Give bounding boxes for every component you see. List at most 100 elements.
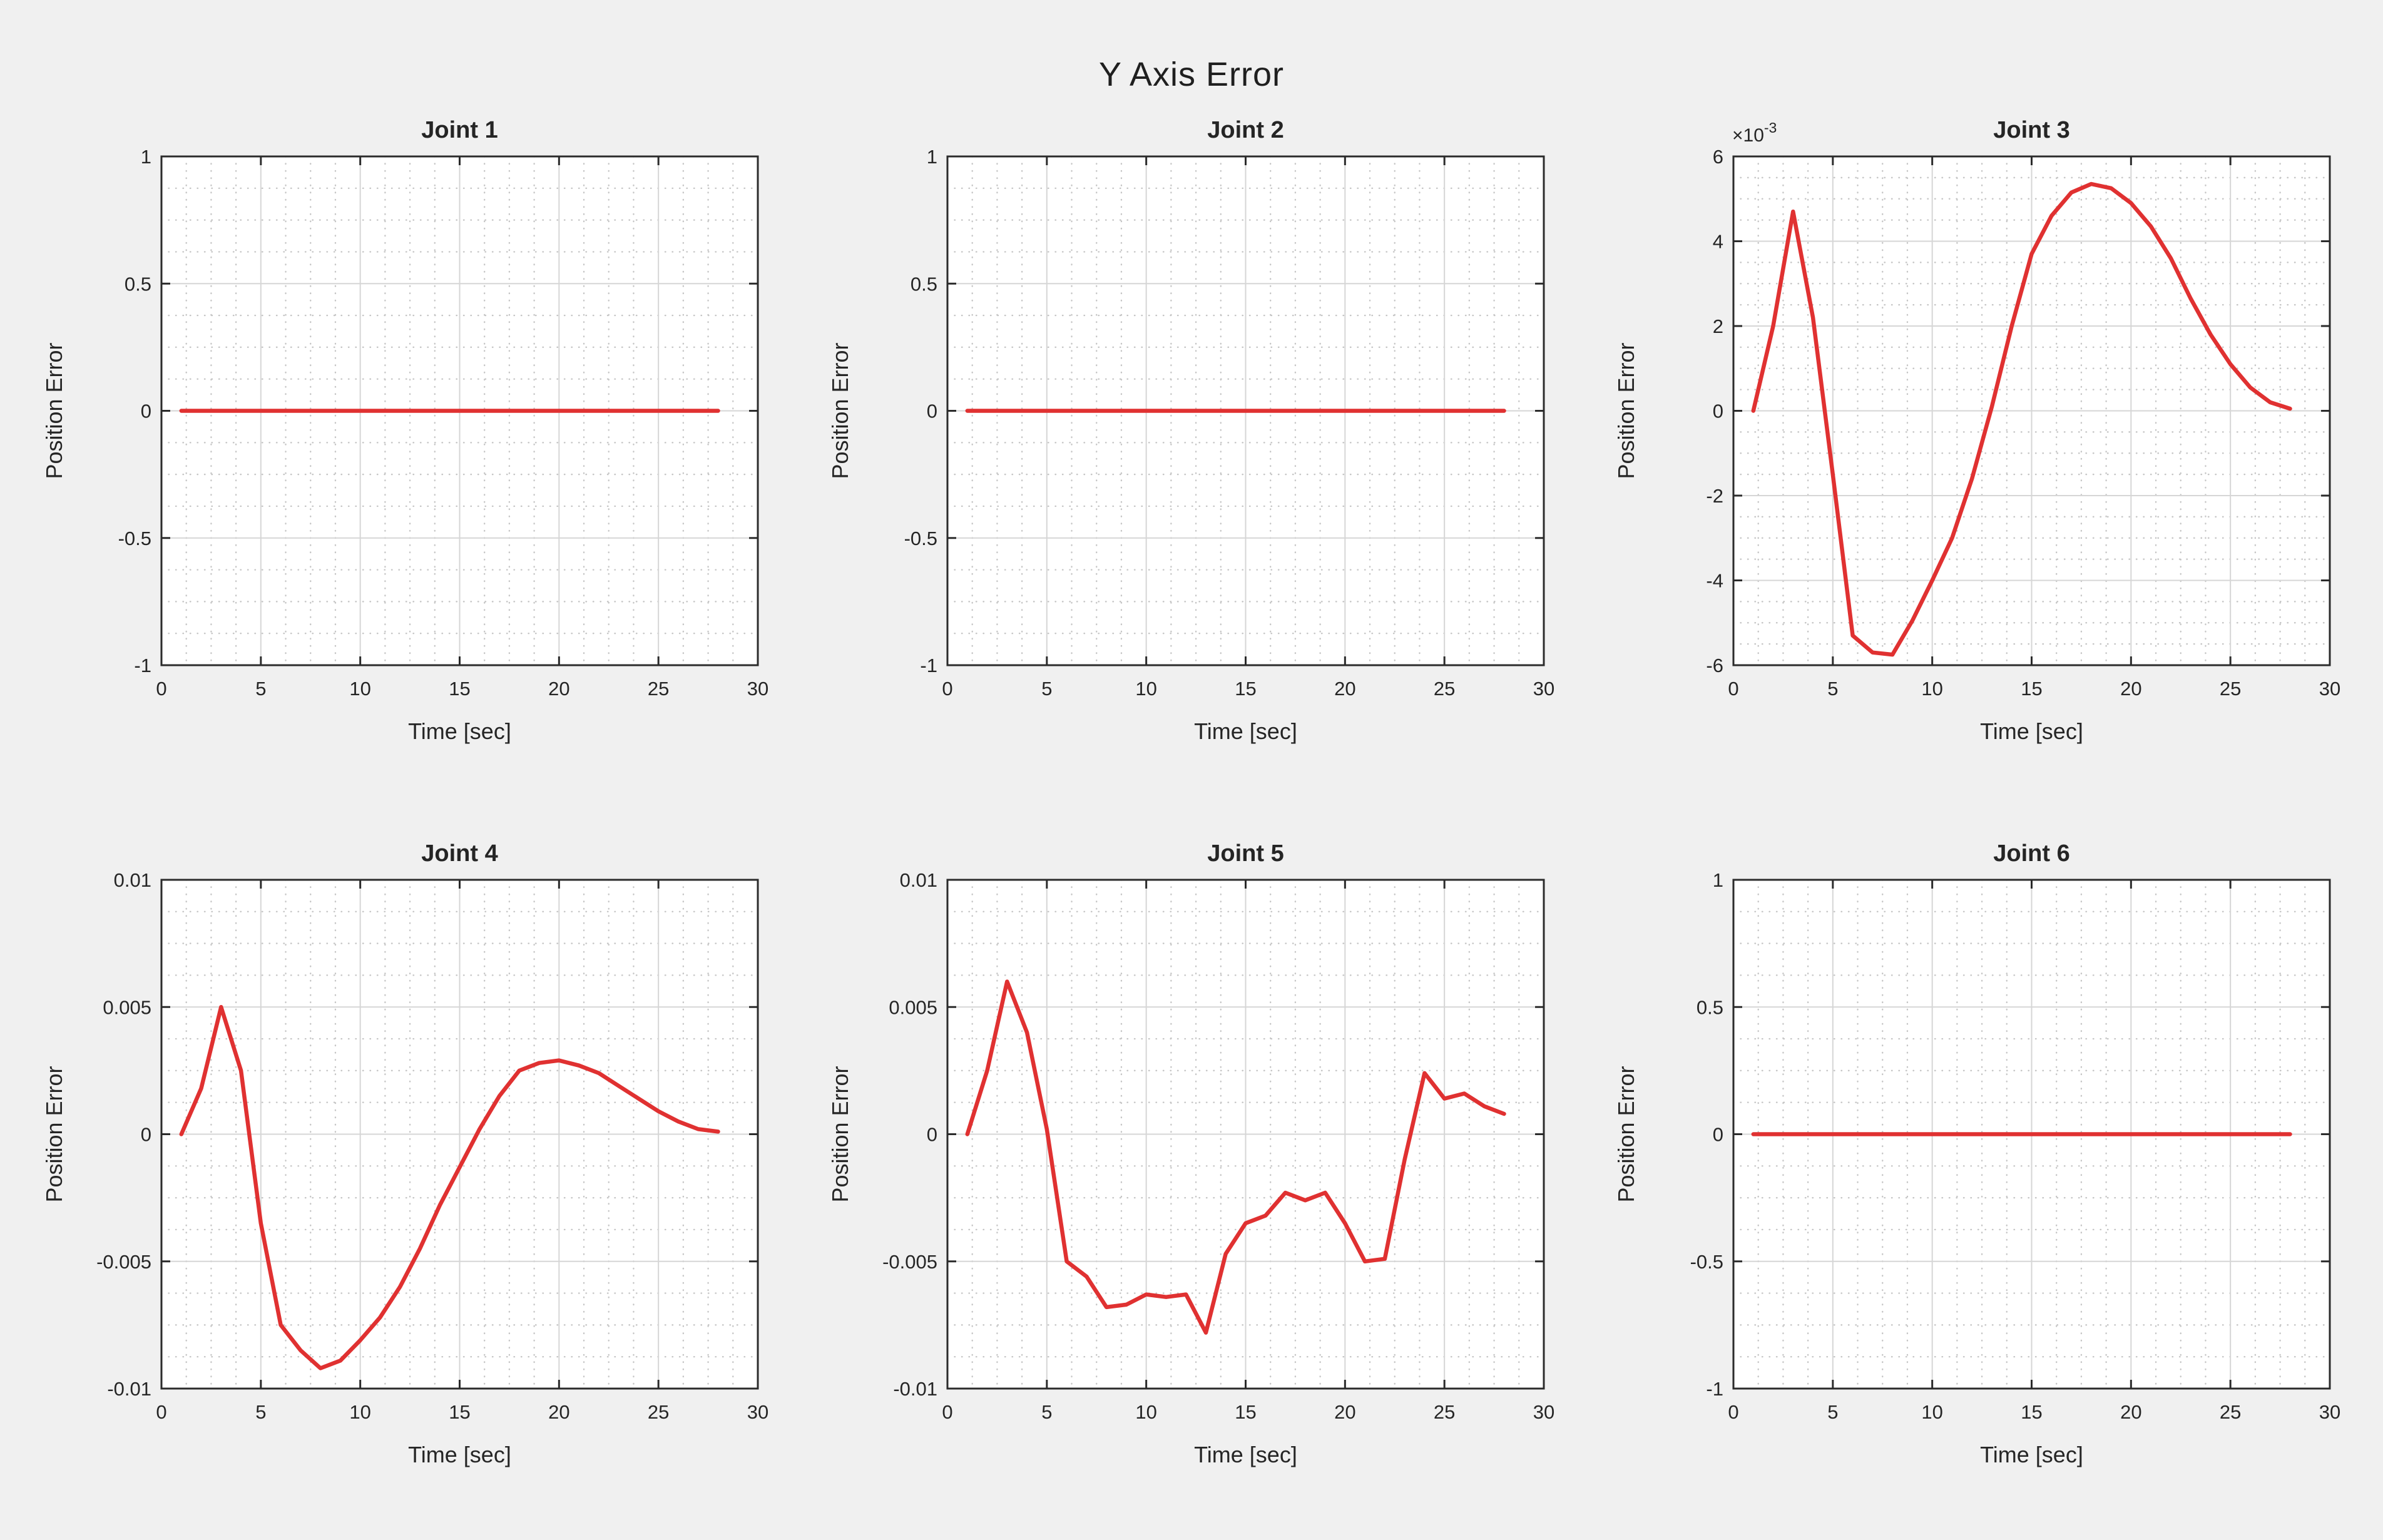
x-tick-label: 10 xyxy=(349,678,370,700)
x-tick-label: 25 xyxy=(2220,1401,2241,1423)
joint-1-chart: 0 5 10 15 20 25 30 -1 -0.5 0 0.5 1 Joint 1 Time [sec]… xyxy=(41,117,768,744)
y-axis-label: Position Error xyxy=(41,1066,67,1202)
error-line xyxy=(179,1004,720,1370)
y-tick-label: -0.01 xyxy=(107,1378,151,1400)
x-tick-labels: 0 5 10 15 20 25 30 xyxy=(156,678,768,700)
subplot-joint-2: 0 5 10 15 20 25 30 -1 -0.5 0 0.5 1 Joint 2 Time [sec]… xyxy=(799,94,1584,817)
x-tick-label: 0 xyxy=(156,678,166,700)
x-tick-label: 20 xyxy=(2120,678,2141,700)
y-tick-label: 1 xyxy=(1713,869,1723,891)
y-tick-label: 6 xyxy=(1713,146,1723,168)
y-tick-label: 0 xyxy=(1713,400,1723,422)
joint-5-chart: 0 5 10 15 20 25 30 -0.01 -0.005 0 0.005 0.01 Joint 5… xyxy=(827,840,1554,1467)
x-tick-label: 20 xyxy=(1334,678,1355,700)
x-tick-label: 30 xyxy=(2319,1401,2340,1423)
x-tick-label: 30 xyxy=(747,678,768,700)
y-axis-label: Position Error xyxy=(1613,343,1639,479)
x-tick-label: 30 xyxy=(747,1401,768,1423)
major-grid xyxy=(1733,156,2330,666)
subplot-joint-5: 0 5 10 15 20 25 30 -0.01 -0.005 0 0.005 0.01 Joint 5… xyxy=(799,817,1584,1540)
y-tick-label: 0 xyxy=(927,1123,937,1145)
x-tick-labels: 0 5 10 15 20 25 30 xyxy=(1728,1401,2340,1423)
subplot-title: Joint 4 xyxy=(421,840,498,867)
x-axis-label: Time [sec] xyxy=(1194,1442,1297,1467)
x-tick-label: 15 xyxy=(1235,1401,1256,1423)
y-tick-labels: -0.01 -0.005 0 0.005 0.01 xyxy=(882,869,937,1400)
y-tick-labels: -1 -0.5 0 0.5 1 xyxy=(118,146,151,676)
subplot-joint-1: 0 5 10 15 20 25 30 -1 -0.5 0 0.5 1 Joint 1 Time [sec]… xyxy=(13,94,799,817)
y-tick-label: 2 xyxy=(1713,315,1723,337)
y-tick-labels: -6 -4 -2 0 2 4 6 xyxy=(1706,146,1723,676)
x-tick-label: 20 xyxy=(1334,1401,1355,1423)
tick-marks xyxy=(946,879,1545,1390)
subplot-grid: 0 5 10 15 20 25 30 -1 -0.5 0 0.5 1 Joint 1 Time [sec]… xyxy=(13,94,2370,1540)
x-tick-label: 25 xyxy=(1434,678,1455,700)
subplot-joint-6: 0 5 10 15 20 25 30 -1 -0.5 0 0.5 1 Joint 6 Time [sec]… xyxy=(1584,817,2370,1540)
x-tick-label: 20 xyxy=(548,1401,569,1423)
y-tick-label: -0.5 xyxy=(118,528,151,549)
subplot-title: Joint 1 xyxy=(421,117,498,143)
subplot-title: Joint 2 xyxy=(1207,117,1283,143)
x-axis-label: Time [sec] xyxy=(408,1442,511,1467)
subplot-joint-3: 0 5 10 15 20 25 30 -6 -4 -2 0 2 4 6 ×10-3 Joint 3 Time [… xyxy=(1584,94,2370,817)
x-tick-label: 10 xyxy=(1135,678,1156,700)
error-line xyxy=(1751,182,2292,657)
x-tick-label: 15 xyxy=(2021,678,2042,700)
y-tick-label: -0.5 xyxy=(1690,1251,1723,1273)
x-axis-label: Time [sec] xyxy=(1980,718,2083,744)
tick-marks xyxy=(1732,879,2331,1390)
x-tick-label: 30 xyxy=(2319,678,2340,700)
x-tick-label: 5 xyxy=(255,1401,266,1423)
x-tick-label: 0 xyxy=(1728,678,1738,700)
y-tick-label: -0.01 xyxy=(893,1378,937,1400)
x-tick-label: 0 xyxy=(942,678,952,700)
y-tick-label: 0 xyxy=(141,400,151,422)
joint-4-chart: 0 5 10 15 20 25 30 -0.01 -0.005 0 0.005 0.01 Joint 4… xyxy=(41,840,768,1467)
x-tick-labels: 0 5 10 15 20 25 30 xyxy=(942,1401,1554,1423)
x-tick-label: 25 xyxy=(2220,678,2241,700)
x-tick-label: 5 xyxy=(1827,1401,1838,1423)
x-axis-label: Time [sec] xyxy=(408,718,511,744)
major-grid xyxy=(947,879,1544,1389)
x-tick-labels: 0 5 10 15 20 25 30 xyxy=(1728,678,2340,700)
y-tick-label: -6 xyxy=(1706,655,1723,676)
subplot-joint-4: 0 5 10 15 20 25 30 -0.01 -0.005 0 0.005 0.01 Joint 4… xyxy=(13,817,799,1540)
tick-marks xyxy=(160,879,759,1390)
joint-6-chart: 0 5 10 15 20 25 30 -1 -0.5 0 0.5 1 Joint 6 Time [sec]… xyxy=(1613,840,2340,1467)
x-tick-label: 15 xyxy=(2021,1401,2042,1423)
y-axis-exponent: ×10-3 xyxy=(1732,120,1777,146)
y-tick-label: -2 xyxy=(1706,485,1723,507)
y-tick-label: -1 xyxy=(920,655,937,676)
x-tick-label: 10 xyxy=(1135,1401,1156,1423)
x-tick-label: 10 xyxy=(1921,1401,1942,1423)
x-tick-label: 5 xyxy=(1041,678,1052,700)
x-tick-label: 20 xyxy=(2120,1401,2141,1423)
x-tick-label: 25 xyxy=(1434,1401,1455,1423)
y-tick-label: 0.005 xyxy=(889,996,937,1018)
x-tick-label: 15 xyxy=(449,1401,470,1423)
subplot-title: Joint 5 xyxy=(1207,840,1283,867)
y-tick-label: 0 xyxy=(927,400,937,422)
joint-3-chart: 0 5 10 15 20 25 30 -6 -4 -2 0 2 4 6 ×10-3 Joint 3 Time [… xyxy=(1613,117,2340,744)
y-tick-labels: -0.01 -0.005 0 0.005 0.01 xyxy=(96,869,151,1400)
y-tick-label: 0.01 xyxy=(900,869,937,891)
x-tick-label: 0 xyxy=(1728,1401,1738,1423)
x-tick-label: 25 xyxy=(648,678,669,700)
y-tick-label: 0 xyxy=(1713,1123,1723,1145)
error-line xyxy=(965,979,1506,1335)
y-tick-label: 0.5 xyxy=(911,273,937,295)
figure-header: Y Axis Error xyxy=(0,0,2383,94)
x-tick-label: 30 xyxy=(1533,678,1554,700)
y-tick-labels: -1 -0.5 0 0.5 1 xyxy=(1690,869,1723,1400)
x-tick-labels: 0 5 10 15 20 25 30 xyxy=(156,1401,768,1423)
x-tick-label: 5 xyxy=(1041,1401,1052,1423)
y-tick-label: 1 xyxy=(141,146,151,168)
x-tick-label: 0 xyxy=(942,1401,952,1423)
y-tick-label: -1 xyxy=(1706,1378,1723,1400)
y-tick-label: -4 xyxy=(1706,570,1723,592)
x-tick-label: 10 xyxy=(1921,678,1942,700)
y-tick-label: -0.005 xyxy=(882,1251,937,1273)
subplot-title: Joint 6 xyxy=(1993,840,2069,867)
y-tick-label: 0.01 xyxy=(114,869,151,891)
